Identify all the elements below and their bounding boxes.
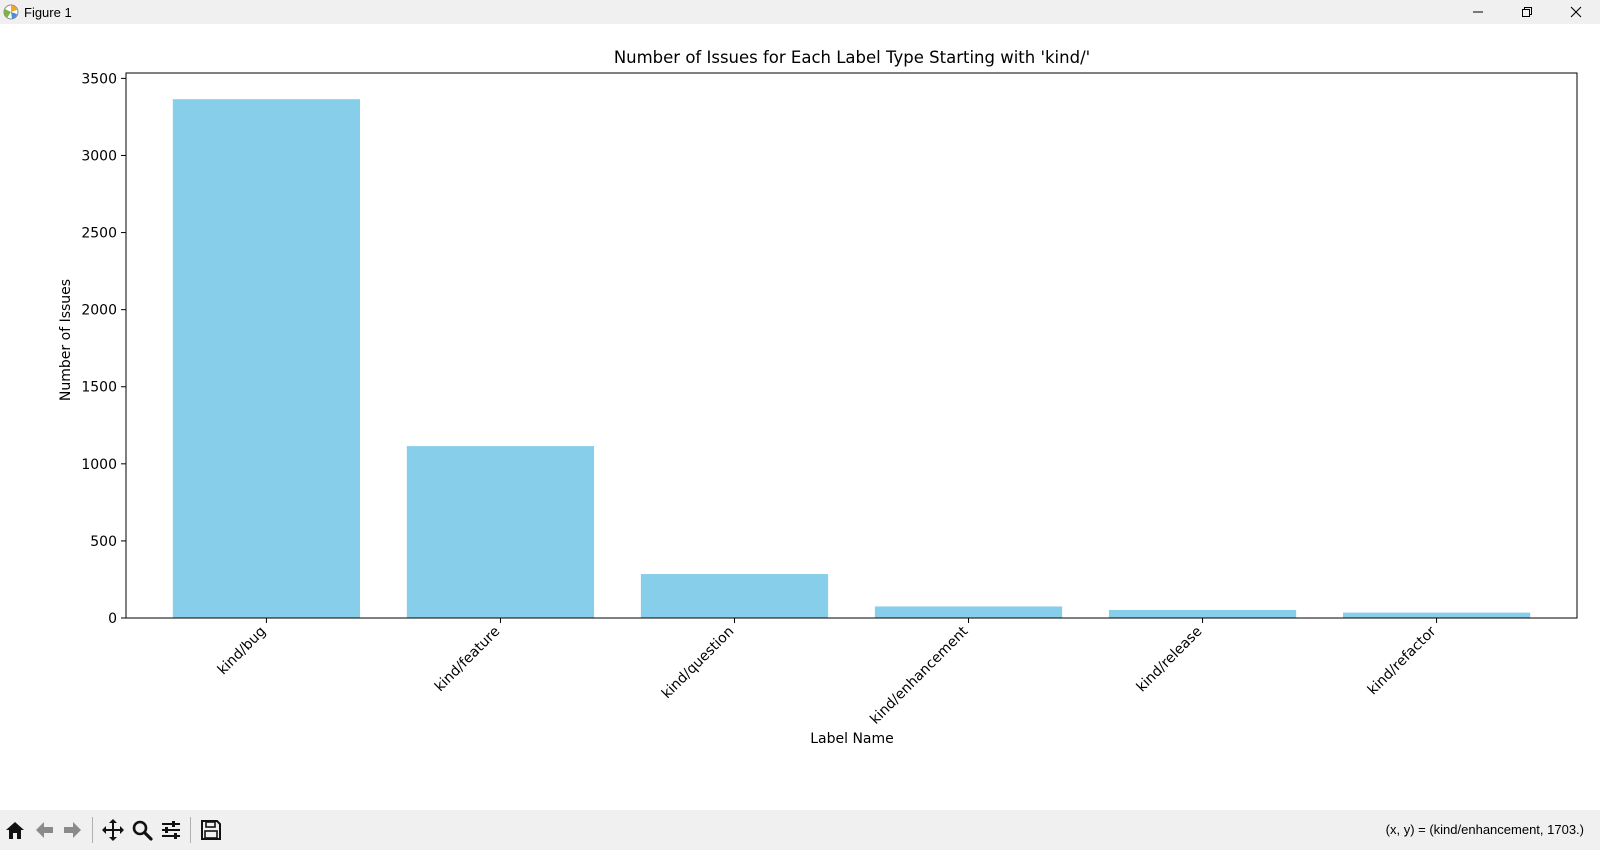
bar-kind-enhancement — [874, 606, 1063, 618]
window-titlebar: Figure 1 — [0, 0, 1600, 24]
window-title: Figure 1 — [24, 4, 72, 20]
y-tick-label: 2500 — [81, 226, 117, 242]
x-tick-label: kind/refactor — [1365, 623, 1440, 698]
toolbar-separator — [190, 817, 191, 843]
x-tick-label: kind/bug — [215, 624, 270, 679]
bar-kind-refactor — [1342, 612, 1531, 618]
x-tick-label: kind/enhancement — [867, 623, 971, 727]
y-tick-label: 0 — [108, 611, 117, 627]
figure-canvas[interactable]: Number of Issues for Each Label Type Sta… — [0, 24, 1600, 810]
y-tick-label: 3000 — [81, 148, 117, 164]
bar-kind-question — [640, 574, 829, 618]
configure-subplots-icon[interactable] — [157, 815, 185, 845]
y-tick-label: 1500 — [81, 380, 117, 396]
toolbar-separator — [92, 817, 93, 843]
save-icon[interactable] — [197, 815, 225, 845]
bar-kind-release — [1108, 609, 1297, 618]
chart-title: Number of Issues for Each Label Type Sta… — [614, 48, 1090, 67]
x-axis-label: Label Name — [810, 731, 894, 747]
y-tick-label: 2000 — [81, 303, 117, 319]
pan-icon[interactable] — [99, 815, 127, 845]
restore-icon[interactable] — [1502, 0, 1551, 24]
back-icon[interactable] — [30, 815, 58, 845]
cursor-coordinates: (x, y) = (kind/enhancement, 1703.) — [1385, 822, 1584, 837]
x-tick-label: kind/feature — [432, 624, 503, 695]
navigation-toolbar: (x, y) = (kind/enhancement, 1703.) — [0, 810, 1600, 850]
y-tick-label: 3500 — [81, 71, 117, 87]
zoom-icon[interactable] — [128, 815, 156, 845]
bar-kind-bug — [172, 99, 361, 618]
bar-chart: Number of Issues for Each Label Type Sta… — [58, 48, 1578, 747]
x-tick-label: kind/question — [659, 624, 737, 702]
home-icon[interactable] — [1, 815, 29, 845]
minimize-icon[interactable] — [1453, 0, 1502, 24]
y-tick-label: 500 — [90, 534, 117, 550]
close-icon[interactable] — [1551, 0, 1600, 24]
y-axis-label: Number of Issues — [58, 279, 74, 401]
matplotlib-app-icon — [2, 3, 20, 21]
window-controls — [1453, 0, 1600, 24]
forward-icon[interactable] — [59, 815, 87, 845]
bar-kind-feature — [406, 446, 595, 618]
x-tick-label: kind/release — [1134, 624, 1206, 696]
y-tick-label: 1000 — [81, 457, 117, 473]
plot-frame — [125, 72, 1578, 619]
